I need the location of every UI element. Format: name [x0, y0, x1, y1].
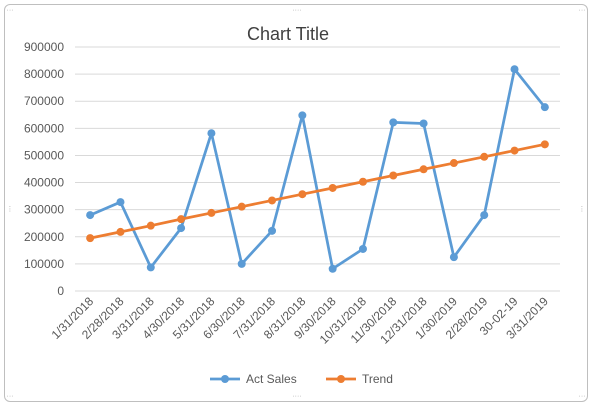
y-tick-label: 400000: [24, 176, 64, 190]
y-tick-label: 600000: [24, 121, 64, 135]
data-point[interactable]: [540, 103, 549, 112]
data-point[interactable]: [419, 165, 428, 174]
data-point[interactable]: [540, 140, 549, 149]
series-line[interactable]: [88, 67, 547, 271]
data-point[interactable]: [449, 159, 458, 168]
data-point[interactable]: [449, 253, 458, 262]
data-point[interactable]: [419, 119, 428, 128]
resize-handle-top-right[interactable]: ···: [578, 6, 586, 14]
data-point[interactable]: [146, 263, 155, 272]
y-axis-tick-labels: 0 100000 200000 300000 400000 500000 600000 700…: [24, 40, 64, 298]
x-axis-tick-labels: 1/31/20182/28/20183/31/20184/30/20185/31…: [49, 294, 552, 347]
legend-label: Act Sales: [246, 372, 297, 386]
data-point[interactable]: [298, 111, 307, 120]
data-point[interactable]: [480, 152, 489, 161]
data-point[interactable]: [510, 146, 519, 155]
data-point[interactable]: [207, 208, 216, 217]
data-point[interactable]: [358, 177, 367, 186]
resize-handle-left[interactable]: ⋮: [6, 205, 14, 213]
data-point[interactable]: [268, 226, 277, 235]
data-point[interactable]: [116, 227, 125, 236]
y-tick-label: 500000: [24, 148, 64, 162]
data-point[interactable]: [177, 215, 186, 224]
y-tick-label: 200000: [24, 230, 64, 244]
legend-label: Trend: [362, 372, 393, 386]
legend-marker: [221, 375, 229, 383]
resize-handle-bottom-left[interactable]: ···: [6, 392, 14, 400]
y-tick-label: 700000: [24, 94, 64, 108]
data-point[interactable]: [116, 198, 125, 207]
legend-item[interactable]: Trend: [326, 372, 393, 386]
data-point[interactable]: [328, 264, 337, 273]
data-point[interactable]: [177, 224, 186, 233]
data-point[interactable]: [146, 221, 155, 230]
data-point[interactable]: [237, 202, 246, 211]
resize-handle-top[interactable]: ····: [292, 6, 302, 14]
data-point[interactable]: [207, 129, 216, 138]
y-tick-label: 800000: [24, 67, 64, 81]
legend-item[interactable]: Act Sales: [210, 372, 297, 386]
data-point[interactable]: [358, 244, 367, 253]
resize-handle-bottom[interactable]: ····: [292, 392, 302, 400]
data-point[interactable]: [298, 190, 307, 199]
resize-handle-top-left[interactable]: ···: [6, 6, 14, 14]
series-line[interactable]: [88, 142, 547, 240]
y-tick-label: 900000: [24, 40, 64, 54]
y-tick-label: 0: [57, 284, 64, 298]
data-point[interactable]: [389, 171, 398, 180]
series-act-sales[interactable]: [86, 65, 549, 273]
gridlines: [75, 46, 560, 292]
chart-area[interactable]: ··· ···· ··· ⋮ ⋮ ··· ···· ···: [4, 4, 588, 402]
series-trend[interactable]: [86, 140, 549, 243]
legend[interactable]: Act Sales Trend: [210, 372, 393, 386]
plot-area[interactable]: [86, 65, 549, 273]
resize-handle-right[interactable]: ⋮: [578, 205, 586, 213]
data-point[interactable]: [510, 65, 519, 74]
data-point[interactable]: [328, 183, 337, 192]
data-point[interactable]: [237, 259, 246, 268]
chart-title[interactable]: Chart Title: [247, 24, 329, 44]
data-point[interactable]: [86, 211, 95, 220]
legend-marker: [337, 375, 345, 383]
y-tick-label: 300000: [24, 203, 64, 217]
data-point[interactable]: [268, 196, 277, 205]
data-point[interactable]: [480, 211, 489, 220]
y-tick-label: 100000: [24, 257, 64, 271]
data-point[interactable]: [86, 234, 95, 243]
resize-handle-bottom-right[interactable]: ···: [578, 392, 586, 400]
data-point[interactable]: [389, 118, 398, 127]
